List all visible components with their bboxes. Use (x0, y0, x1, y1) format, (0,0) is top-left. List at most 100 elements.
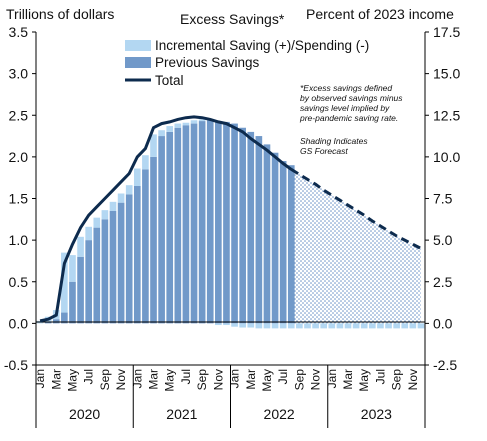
legend-swatch-previous (125, 57, 151, 68)
x-month-label: Jul (373, 369, 387, 384)
legend-label-incremental: Incremental Saving (+)/Spending (-) (155, 38, 369, 53)
incremental-saving-bar (190, 120, 198, 124)
x-month-label: Sep (292, 369, 306, 391)
note-line-3: savings level implied by (300, 103, 390, 113)
left-y-tick-label: 1.5 (9, 191, 29, 207)
x-month-label: May (357, 369, 371, 392)
incremental-saving-bar (182, 122, 190, 126)
incremental-spending-bar (296, 323, 303, 329)
previous-savings-bar (263, 144, 271, 324)
incremental-saving-bar (174, 123, 182, 128)
previous-savings-bar (61, 312, 68, 324)
previous-savings-bar (109, 210, 117, 324)
incremental-spending-bar (271, 323, 279, 329)
note-line-4: pre-pandemic saving rate. (299, 113, 398, 123)
x-axis-month-labels: Jan Mar May Jul Sep Nov Jan Mar May Jul Sep Nov Jan M… (33, 369, 420, 392)
incremental-spending-bar (320, 323, 328, 329)
x-year-label: 2022 (264, 406, 295, 422)
incremental-spending-bar (231, 323, 238, 327)
incremental-spending-bar (385, 323, 392, 329)
x-month-label: May (163, 369, 177, 392)
incremental-spending-bar (255, 323, 263, 329)
previous-savings-bar (44, 321, 52, 324)
left-y-tick-label: 3.5 (9, 24, 29, 40)
incremental-saving-bar (69, 255, 76, 282)
incremental-saving-bar (85, 226, 92, 241)
x-month-label: Mar (147, 369, 161, 390)
incremental-spending-bar (344, 323, 352, 329)
incremental-saving-bar (77, 236, 84, 257)
legend-label-total: Total (155, 73, 184, 88)
incremental-saving-bar (117, 193, 125, 203)
x-month-label: Nov (406, 369, 420, 390)
previous-savings-bar (247, 131, 255, 324)
shading-note-line-1: Shading Indicates (300, 136, 368, 146)
previous-savings-bar (52, 319, 60, 324)
forecast-shaded-area (291, 169, 421, 324)
right-y-tick-label: 12.5 (433, 107, 460, 123)
right-y-tick-label: 10.0 (433, 149, 460, 165)
x-month-label: Jan (228, 369, 242, 388)
x-month-label: May (260, 369, 274, 392)
incremental-saving-bar (93, 217, 101, 228)
previous-savings-bar (166, 131, 174, 324)
legend-swatch-incremental (125, 40, 151, 51)
left-y-tick-label: 1.0 (9, 232, 29, 248)
incremental-spending-bar (312, 323, 319, 329)
previous-savings-bar (174, 127, 182, 324)
left-y-ticks: 3.5 3.0 2.5 2.0 1.5 1.0 0.5 0.0 -0.5 (4, 24, 36, 373)
previous-savings-bar (85, 240, 92, 324)
x-month-label: Nov (309, 369, 323, 390)
incremental-saving-bar (125, 185, 133, 195)
incremental-spending-bar (223, 323, 230, 326)
methodology-note: *Excess savings defined by observed savi… (299, 83, 403, 156)
incremental-saving-bar (150, 134, 157, 157)
legend-label-previous: Previous Savings (155, 55, 260, 70)
x-year-label: 2021 (166, 406, 197, 422)
chart-title: Excess Savings* (180, 11, 285, 27)
incremental-spending-bar (352, 323, 360, 329)
left-y-tick-label: 2.0 (9, 149, 29, 165)
incremental-spending-bar (247, 323, 255, 328)
previous-savings-bar (190, 123, 198, 324)
incremental-saving-bar (166, 126, 174, 132)
x-month-label: Jul (82, 369, 96, 384)
incremental-spending-bar (263, 323, 271, 329)
x-axis-year-labels: 2020 2021 2022 2023 (35, 365, 426, 428)
x-month-label: Jan (33, 369, 47, 388)
previous-savings-bar (93, 227, 101, 324)
incremental-spending-bar (360, 323, 368, 329)
x-month-label: Jan (325, 369, 339, 388)
x-month-label: Mar (341, 369, 355, 390)
right-y-tick-label: 17.5 (433, 24, 460, 40)
x-month-label: Mar (49, 369, 63, 390)
previous-savings-bar (69, 281, 76, 324)
previous-savings-bar (77, 256, 84, 324)
legend: Incremental Saving (+)/Spending (-) Prev… (125, 38, 369, 88)
x-month-label: Jul (179, 369, 193, 384)
x-month-label: Mar (244, 369, 258, 390)
previous-savings-bar (271, 152, 279, 324)
previous-savings-bar (150, 156, 157, 324)
incremental-spending-bar (336, 323, 344, 329)
incremental-spending-bar (279, 323, 287, 329)
right-y-tick-label: 7.5 (433, 191, 453, 207)
x-year-label: 2023 (361, 406, 392, 422)
left-y-tick-label: 0.0 (9, 315, 29, 331)
incremental-spending-bar (328, 323, 336, 329)
right-y-tick-label: -2.5 (433, 357, 457, 373)
previous-savings-bar (279, 161, 287, 324)
previous-savings-bar (125, 194, 133, 324)
incremental-saving-bar (61, 252, 68, 313)
total-line-actual (39, 115, 293, 323)
right-y-ticks: 17.5 15.0 12.5 10.0 7.5 5.0 2.5 0.0 -2.5 (425, 24, 460, 373)
left-y-tick-label: 2.5 (9, 107, 29, 123)
x-month-label: Jul (276, 369, 290, 384)
previous-savings-bar (255, 136, 263, 324)
shading-note-line-2: GS Forecast (300, 146, 348, 156)
incremental-spending-bar (304, 323, 311, 329)
incremental-saving-bar (198, 119, 206, 122)
incremental-spending-bar (369, 323, 376, 329)
x-month-label: Sep (98, 369, 112, 391)
